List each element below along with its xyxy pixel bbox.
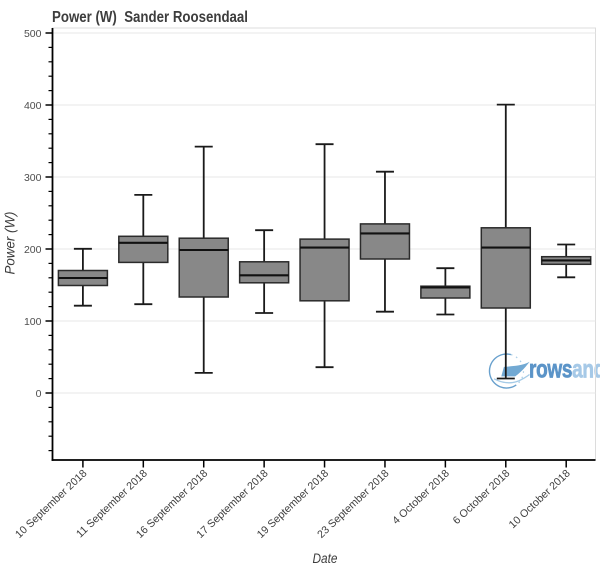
svg-text:0: 0 xyxy=(36,388,42,400)
svg-text:rowsandall: rowsandall xyxy=(529,355,600,383)
svg-text:500: 500 xyxy=(24,28,42,40)
svg-text:Power (W): Power (W) xyxy=(3,212,18,275)
svg-text:Date: Date xyxy=(313,551,338,566)
svg-text:200: 200 xyxy=(24,244,42,256)
svg-text:300: 300 xyxy=(24,172,42,184)
svg-text:Power (W) Sander Roosendaal: Power (W) Sander Roosendaal xyxy=(52,9,248,26)
svg-text:400: 400 xyxy=(24,100,42,112)
svg-text:100: 100 xyxy=(24,316,42,328)
